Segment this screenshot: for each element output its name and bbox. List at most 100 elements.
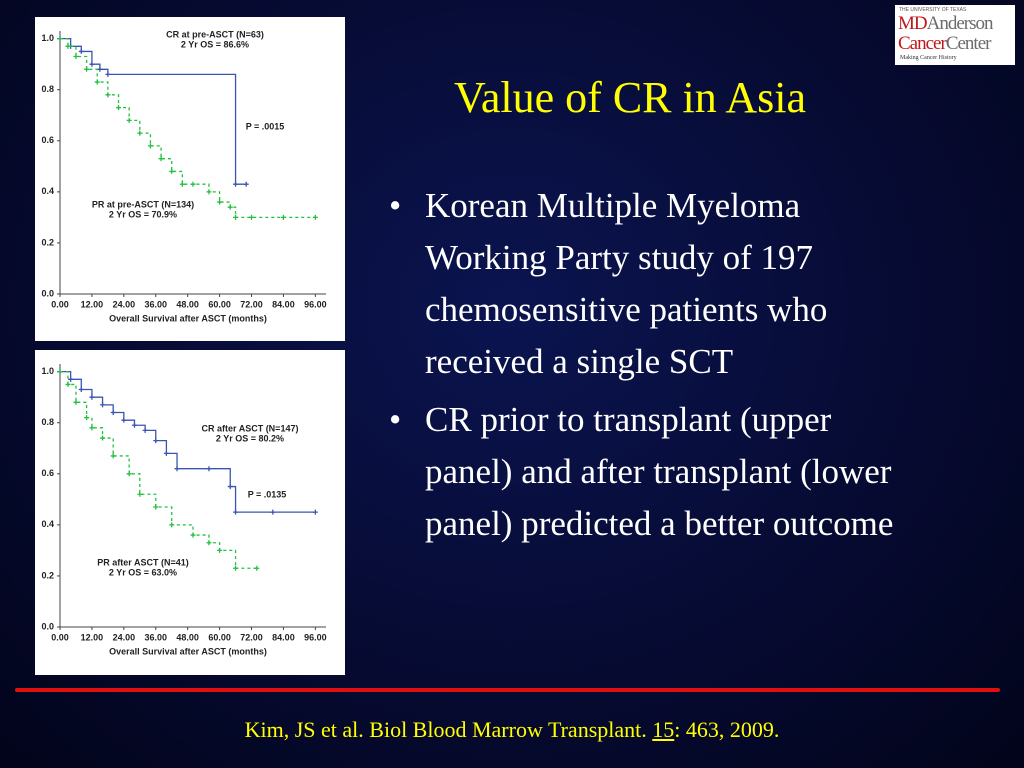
logo-text: Cancer [898, 33, 947, 54]
censor-mark [57, 369, 63, 375]
x-tick-label: 24.00 [113, 299, 136, 309]
censor-mark [105, 92, 111, 98]
annotation: 2 Yr OS = 86.6% [181, 39, 249, 49]
censor-mark [249, 214, 255, 220]
citation: Kim, JS et al. Biol Blood Marrow Transpl… [0, 717, 1024, 743]
censor-mark [153, 438, 159, 444]
logo-text: Making Cancer History [900, 55, 957, 61]
censor-mark [73, 399, 79, 405]
censor-mark [312, 509, 318, 515]
censor-mark [179, 181, 185, 187]
x-tick-label: 48.00 [176, 299, 199, 309]
x-tick-label: 60.00 [208, 299, 231, 309]
x-axis-label: Overall Survival after ASCT (months) [109, 313, 267, 323]
censor-mark [142, 427, 148, 433]
y-tick-label: 0.2 [41, 570, 54, 580]
censor-mark [254, 565, 260, 571]
bullet: • CR prior to transplant (upper panel) an… [389, 400, 894, 543]
censor-mark [94, 79, 100, 85]
x-axis-label: Overall Survival after ASCT (months) [109, 646, 267, 656]
censor-mark [169, 168, 175, 174]
censor-mark [169, 522, 175, 528]
censor-mark [137, 130, 143, 136]
annotation: 2 Yr OS = 80.2% [216, 433, 284, 443]
censor-mark [84, 415, 90, 421]
annotation: 2 Yr OS = 63.0% [109, 567, 177, 577]
censor-mark [174, 466, 180, 472]
annotation: PR after ASCT (N=41) [97, 557, 188, 567]
bullet: • Korean Multiple Myeloma Working Party s… [389, 186, 828, 381]
censor-mark [126, 117, 132, 123]
y-tick-label: 0.6 [41, 135, 54, 145]
censor-mark [137, 491, 143, 497]
censor-mark [68, 376, 74, 382]
y-tick-label: 0.0 [41, 288, 54, 298]
logo-text: Center [945, 33, 992, 54]
x-tick-label: 36.00 [144, 299, 167, 309]
censor-mark [105, 71, 111, 77]
censor-mark [217, 547, 223, 553]
x-tick-label: 12.00 [81, 632, 104, 642]
logo-text: Anderson [926, 13, 994, 34]
x-tick-label: 84.00 [272, 632, 295, 642]
chart: 0.0 0.2 0.4 0.6 0.8 1.0 0.00 12.00 24.00 36.00 48.… [35, 350, 345, 675]
x-tick-label: 72.00 [240, 632, 263, 642]
censor-mark [233, 214, 239, 220]
step-line [60, 371, 257, 569]
censor-mark [65, 43, 71, 49]
citation-text: : 463, 2009. [674, 717, 780, 742]
censor-mark [163, 450, 169, 456]
logo: THE UNIVERSITY OF TEXAS MDAnderson Cance… [895, 5, 1015, 65]
x-tick-label: 0.00 [51, 632, 69, 642]
x-tick-label: 96.00 [304, 299, 327, 309]
censor-mark [110, 410, 116, 416]
censor-mark [126, 471, 132, 477]
censor-mark [116, 105, 122, 111]
censor-mark [280, 214, 286, 220]
annotation: PR at pre-ASCT (N=134) [92, 199, 194, 209]
y-tick-label: 0.2 [41, 237, 54, 247]
censor-mark [206, 466, 212, 472]
y-tick-label: 1.0 [41, 33, 54, 43]
logo-text: THE UNIVERSITY OF TEXAS [899, 7, 967, 13]
censor-mark [153, 504, 159, 510]
censor-mark [84, 66, 90, 72]
censor-mark [97, 66, 103, 72]
y-tick-label: 0.0 [41, 621, 54, 631]
bullet-list: • Korean Multiple Myeloma Working Party s… [385, 180, 915, 556]
censor-mark [243, 181, 249, 187]
censor-mark [89, 425, 95, 431]
y-tick-label: 0.4 [41, 186, 54, 196]
censor-mark [227, 204, 233, 210]
censor-mark [217, 199, 223, 205]
chart-background [35, 17, 345, 341]
censor-mark [233, 181, 239, 187]
x-tick-label: 96.00 [304, 632, 327, 642]
censor-mark [78, 387, 84, 393]
x-tick-label: 36.00 [144, 632, 167, 642]
censor-mark [121, 417, 127, 423]
divider [15, 688, 1000, 692]
censor-mark [65, 381, 71, 387]
censor-mark [206, 189, 212, 195]
censor-mark [89, 61, 95, 67]
x-tick-label: 60.00 [208, 632, 231, 642]
censor-mark [73, 54, 79, 60]
censor-mark [158, 156, 164, 162]
chart: 0.0 0.2 0.4 0.6 0.8 1.0 0.00 12.00 24.00 36.00 48.… [35, 17, 345, 341]
censor-mark [110, 453, 116, 459]
step-line [60, 371, 316, 513]
y-tick-label: 1.0 [41, 366, 54, 376]
censor-mark [100, 402, 106, 408]
bullet-text: CR prior to transplant (upper panel) and… [425, 400, 894, 543]
x-tick-label: 72.00 [240, 299, 263, 309]
logo-text: MD [898, 13, 928, 34]
censor-mark [190, 181, 196, 187]
censor-mark [89, 394, 95, 400]
censor-mark [147, 143, 153, 149]
censor-mark [312, 214, 318, 220]
slide-title: Value of CR in Asia [454, 73, 806, 122]
censor-mark [233, 565, 239, 571]
censor-mark [227, 484, 233, 490]
y-tick-label: 0.8 [41, 417, 54, 427]
